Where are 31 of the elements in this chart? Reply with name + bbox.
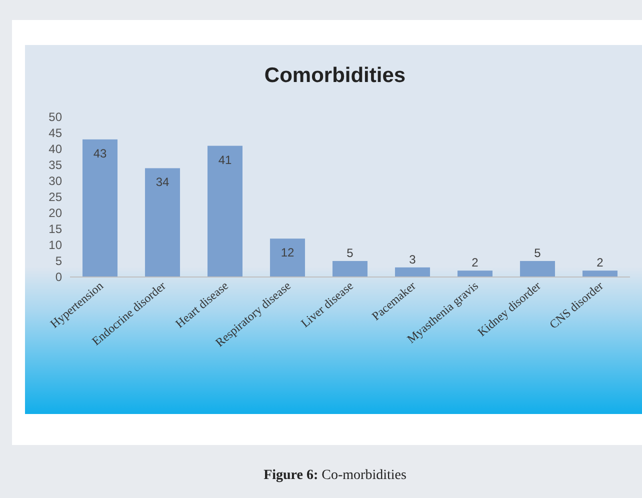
data-label: 5 [534,246,542,260]
y-tick-label: 10 [48,238,62,252]
bar [520,261,555,277]
bar [458,270,492,277]
y-tick-label: 20 [48,206,62,220]
y-tick-label: 45 [48,126,62,140]
y-tick-label: 30 [48,174,62,188]
y-tick-label: 35 [48,158,62,172]
data-label: 2 [596,256,604,270]
data-label: 34 [156,175,170,190]
data-label: 41 [218,152,232,167]
y-tick-label: 15 [48,222,62,236]
data-label: 43 [93,146,107,160]
y-tick-label: 25 [48,190,62,204]
bar [208,146,242,277]
data-label: 2 [472,256,479,270]
data-label: 5 [346,246,354,260]
y-tick-label: 5 [55,254,62,268]
bar [332,261,368,277]
data-label: 12 [280,246,294,260]
y-tick-label: 50 [48,110,62,124]
bar [145,168,180,277]
bar [82,139,118,277]
bar [395,267,430,277]
y-tick-label: 40 [48,142,62,156]
data-label: 3 [409,252,416,266]
bar [582,270,618,277]
y-tick-label: 0 [55,270,62,284]
bar [270,238,305,277]
chart-title: Comorbidities [264,64,406,87]
caption: Figure 6: Co-morbidities [264,468,406,483]
